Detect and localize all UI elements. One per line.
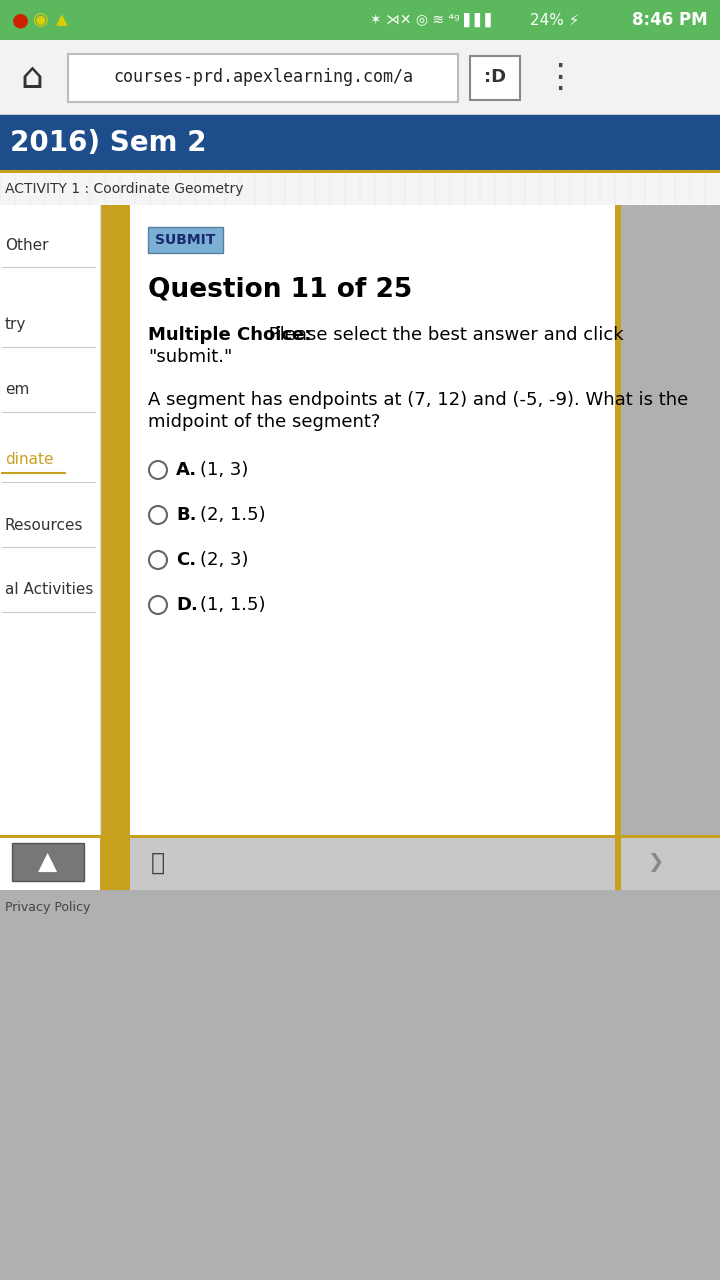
- Bar: [470, 56, 520, 100]
- Bar: [0, 890, 720, 1280]
- Text: ✶ ⋊✕ ◎ ≋ ⁴ᵍ ▌▌▌: ✶ ⋊✕ ◎ ≋ ⁴ᵍ ▌▌▌: [370, 13, 496, 27]
- Text: A.: A.: [176, 461, 197, 479]
- Text: (1, 1.5): (1, 1.5): [200, 596, 266, 614]
- Text: (2, 1.5): (2, 1.5): [200, 506, 266, 524]
- Text: ⌂: ⌂: [21, 60, 43, 95]
- Text: ▲: ▲: [56, 13, 68, 27]
- Bar: [0, 170, 720, 173]
- Bar: [615, 205, 621, 835]
- Bar: [0, 115, 720, 170]
- Text: ACTIVITY 1 : Coordinate Geometry: ACTIVITY 1 : Coordinate Geometry: [5, 182, 243, 196]
- Text: ▲: ▲: [38, 850, 58, 874]
- Text: 24% ⚡: 24% ⚡: [531, 13, 580, 27]
- Bar: [100, 205, 130, 835]
- Bar: [148, 227, 223, 253]
- Text: ⋮: ⋮: [544, 61, 577, 93]
- Text: em: em: [5, 383, 30, 398]
- Bar: [0, 205, 100, 835]
- Text: ●: ●: [12, 10, 29, 29]
- Text: ◉: ◉: [32, 12, 48, 29]
- Bar: [621, 835, 720, 890]
- Text: Resources: Resources: [5, 517, 84, 532]
- Bar: [0, 835, 720, 890]
- Bar: [0, 170, 720, 205]
- Text: courses-prd.apexlearning.com/a: courses-prd.apexlearning.com/a: [113, 69, 413, 87]
- Text: SUBMIT: SUBMIT: [156, 233, 216, 247]
- Bar: [0, 205, 720, 835]
- Text: dinate: dinate: [5, 453, 53, 467]
- Text: al Activities: al Activities: [5, 582, 94, 598]
- Text: Other: Other: [5, 238, 48, 252]
- Text: B.: B.: [176, 506, 197, 524]
- Text: :D: :D: [484, 69, 506, 87]
- Bar: [130, 205, 615, 835]
- Bar: [0, 40, 720, 115]
- Text: 🖨: 🖨: [151, 850, 165, 874]
- Bar: [621, 205, 720, 835]
- Text: 8:46 PM: 8:46 PM: [632, 12, 708, 29]
- Text: D.: D.: [176, 596, 198, 614]
- Text: try: try: [5, 317, 27, 333]
- Text: A segment has endpoints at (7, 12) and (-5, -9). What is the: A segment has endpoints at (7, 12) and (…: [148, 390, 688, 410]
- Bar: [615, 835, 621, 890]
- Text: Please select the best answer and click: Please select the best answer and click: [263, 326, 624, 344]
- Text: 2016) Sem 2: 2016) Sem 2: [10, 128, 207, 156]
- Bar: [12, 844, 84, 881]
- Text: "submit.": "submit.": [148, 348, 233, 366]
- Bar: [0, 835, 720, 838]
- Text: (1, 3): (1, 3): [200, 461, 248, 479]
- Text: midpoint of the segment?: midpoint of the segment?: [148, 413, 380, 431]
- Text: ❯: ❯: [647, 852, 663, 872]
- Bar: [100, 835, 130, 890]
- Text: C.: C.: [176, 550, 196, 570]
- Text: Multiple Choice:: Multiple Choice:: [148, 326, 311, 344]
- Bar: [0, 0, 720, 40]
- Text: Privacy Policy: Privacy Policy: [5, 901, 91, 914]
- Bar: [68, 54, 458, 102]
- Text: Question 11 of 25: Question 11 of 25: [148, 276, 413, 303]
- Bar: [0, 835, 100, 890]
- Text: (2, 3): (2, 3): [200, 550, 248, 570]
